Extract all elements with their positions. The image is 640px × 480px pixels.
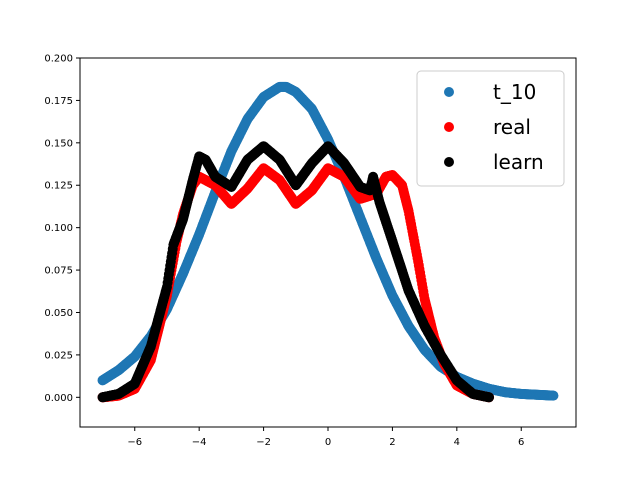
y-tick-label: 0.125 <box>44 181 73 192</box>
legend-marker-real <box>444 122 454 132</box>
y-tick-label: 0.150 <box>44 138 73 149</box>
x-axis: −6 −4 −2 0 2 4 6 <box>127 427 524 448</box>
x-tick-label: −4 <box>192 437 207 448</box>
x-tick-label: −6 <box>127 437 142 448</box>
legend-marker-learn <box>444 157 454 167</box>
y-axis: 0.000 0.025 0.050 0.075 0.100 0.125 0.150 0.175… <box>44 54 80 404</box>
legend-label-learn: learn <box>493 150 544 174</box>
x-tick-label: 6 <box>518 437 524 448</box>
y-tick-label: 0.100 <box>44 223 73 234</box>
legend-marker-t_10 <box>444 87 454 97</box>
legend-label-real: real <box>493 115 531 139</box>
y-tick-label: 0.000 <box>44 393 73 404</box>
y-tick-label: 0.200 <box>44 54 73 65</box>
x-tick-label: −2 <box>256 437 271 448</box>
x-tick-label: 0 <box>325 437 331 448</box>
y-tick-label: 0.175 <box>44 96 73 107</box>
series-learn <box>97 141 495 403</box>
legend-box <box>416 70 565 187</box>
y-tick-label: 0.050 <box>44 308 73 319</box>
y-tick-label: 0.025 <box>44 350 73 361</box>
x-tick-label: 2 <box>389 437 395 448</box>
legend-label-t_10: t_10 <box>493 80 536 104</box>
legend: t_10 real learn <box>416 70 565 187</box>
x-tick-label: 4 <box>454 437 460 448</box>
data-point <box>484 392 495 403</box>
data-point <box>548 390 559 401</box>
series-layer <box>97 81 559 403</box>
y-tick-label: 0.075 <box>44 266 73 277</box>
